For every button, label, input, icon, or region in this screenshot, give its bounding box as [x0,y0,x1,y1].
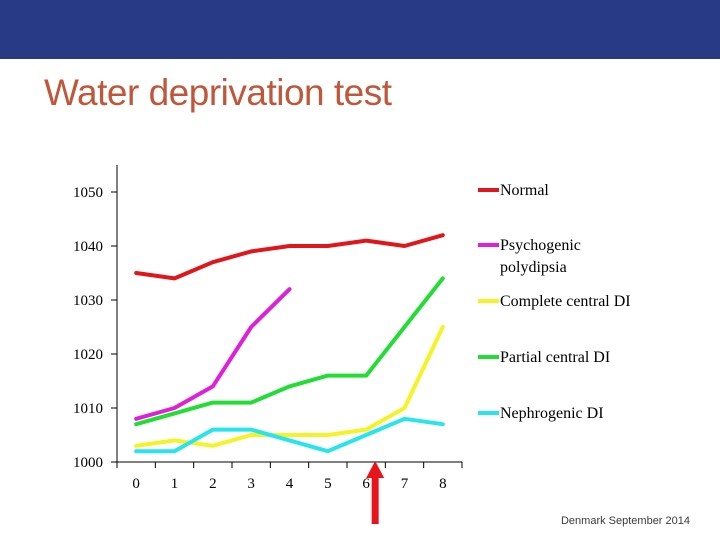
x-tick-label: 6 [362,476,370,492]
x-tick-label: 2 [209,476,217,492]
x-tick-label: 8 [439,476,447,492]
series-line-nephrogenic-di [134,416,445,454]
top-banner [0,0,720,59]
series-line-partial-central-di [134,276,445,427]
y-tick-label: 1040 [73,239,103,255]
arrow-head [366,461,385,478]
x-tick-label: 7 [401,476,409,492]
legend-label: Psychogenic [500,237,581,254]
y-tick-label: 1010 [73,401,103,417]
slide-title: Water deprivation test [44,72,392,113]
x-tick-label: 3 [247,476,255,492]
footer-text: Denmark September 2014 [560,515,690,527]
x-tick-label: 4 [286,476,294,492]
legend-label: Partial central DI [500,349,610,366]
legend-label: Normal [500,182,549,199]
y-tick-label: 1020 [73,347,103,363]
legend-label: polydipsia [500,259,567,276]
x-tick-label: 1 [171,476,179,492]
legend-label: Complete central DI [500,293,631,310]
x-tick-label: 0 [132,476,140,492]
series-line-normal [134,233,445,281]
arrow-shaft [371,477,379,524]
series-line-psychogenic-polydipsia [134,287,292,421]
x-tick-label: 5 [324,476,332,492]
y-tick-label: 1030 [73,293,103,309]
y-tick-label: 1050 [73,185,103,201]
legend-label: Nephrogenic DI [500,405,604,422]
y-tick-label: 1000 [73,455,103,471]
